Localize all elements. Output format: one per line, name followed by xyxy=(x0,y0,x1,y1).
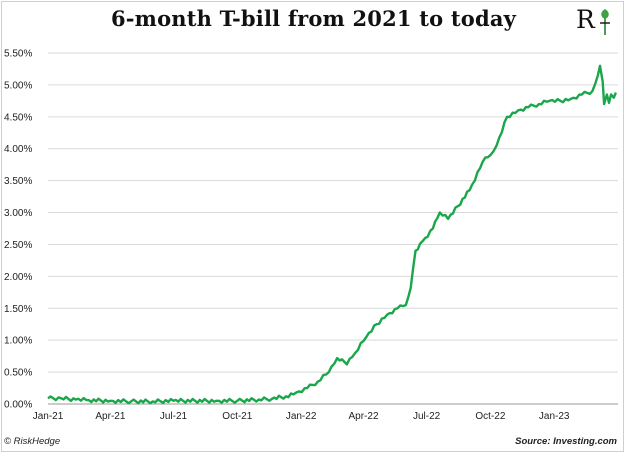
series-line xyxy=(47,64,618,405)
y-tick-label: 5.50% xyxy=(4,49,32,60)
x-tick-label: Jan-23 xyxy=(539,411,570,422)
y-tick-label: 4.50% xyxy=(4,112,32,123)
x-axis: Jan-21 Apr-21 Jul-21 Oct-21 Jan-22 Apr-22 Jul-… xyxy=(33,411,570,422)
riskhedge-logo: R xyxy=(576,5,616,39)
y-tick-label: 3.00% xyxy=(4,208,32,219)
x-tick-label: Apr-21 xyxy=(95,411,125,422)
footer-source: Source: Investing.com xyxy=(515,436,617,447)
y-tick-label: 1.50% xyxy=(4,304,32,315)
footer-copyright: © RiskHedge xyxy=(4,436,61,447)
x-tick-label: Jul-21 xyxy=(160,411,188,422)
y-tick-label: 3.50% xyxy=(4,176,32,187)
x-tick-label: Jan-21 xyxy=(33,411,64,422)
y-tick-label: 0.00% xyxy=(4,400,32,411)
x-tick-label: Jan-22 xyxy=(286,411,317,422)
y-tick-label: 2.50% xyxy=(4,240,32,251)
grid-lines xyxy=(48,52,618,373)
y-axis: 0.00% 0.50% 1.00% 1.50% 2.00% 2.50% 3.00% 3.50%… xyxy=(4,49,32,411)
leaf-icon xyxy=(600,9,610,35)
y-tick-label: 4.00% xyxy=(4,144,32,155)
y-tick-label: 2.00% xyxy=(4,272,32,283)
x-tick-label: Oct-22 xyxy=(475,411,505,422)
x-tick-label: Apr-22 xyxy=(349,411,379,422)
y-tick-label: 5.00% xyxy=(4,80,32,91)
chart-title: 6-month T-bill from 2021 to today xyxy=(110,6,517,31)
x-tick-label: Jul-22 xyxy=(413,411,441,422)
y-tick-label: 1.00% xyxy=(4,336,32,347)
x-tick-label: Oct-21 xyxy=(222,411,252,422)
y-tick-label: 0.50% xyxy=(4,368,32,379)
